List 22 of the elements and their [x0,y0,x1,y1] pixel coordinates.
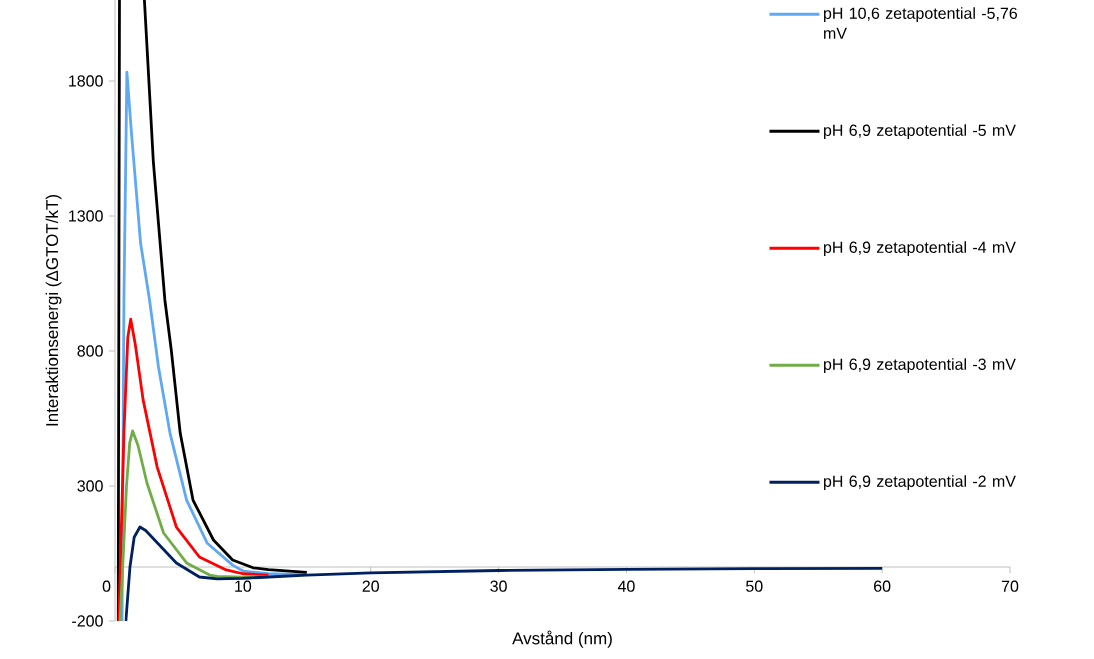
y-tick-label: 300 [77,480,103,492]
y-tick-label: -200 [72,615,103,627]
legend-label: pH 6,9 zetapotential -5 mV [824,124,1016,140]
x-tick-label: 10 [235,580,252,592]
x-tick-label: 20 [362,580,379,592]
y-tick-label: 1800 [69,75,103,87]
y-tick-label: 1300 [69,210,103,222]
legend-label: pH 6,9 zetapotential -4 mV [824,241,1016,257]
x-tick-label: 50 [746,580,763,592]
y-tick-label: 800 [77,345,103,357]
x-tick-label: 70 [1001,580,1019,592]
x-tick-label: 40 [617,580,635,592]
line-series [118,429,270,621]
x-tick-label: 60 [874,580,891,592]
legend-label: pH 10,6 zetapotential -5,76 mV [824,7,1018,39]
x-tick-label: 0 [102,580,111,592]
y-axis-title: Interaktionsenergi (ΔGTOT/kT) [45,195,62,426]
line-series [117,317,270,621]
x-axis-title: Avstånd (nm) [512,630,612,648]
legend-label: pH 6,9 zetapotential -3 mV [824,358,1016,374]
x-tick-label: 30 [490,580,507,592]
legend-label: pH 6,9 zetapotential -2 mV [824,475,1016,491]
